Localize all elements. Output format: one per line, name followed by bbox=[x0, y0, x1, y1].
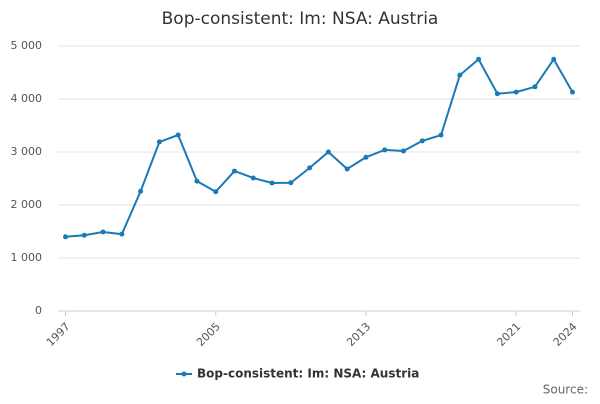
point bbox=[513, 89, 519, 95]
point bbox=[419, 138, 425, 144]
point bbox=[250, 175, 256, 181]
point bbox=[344, 166, 350, 172]
y-tick-label: 0 bbox=[35, 304, 42, 317]
point bbox=[232, 168, 238, 174]
point bbox=[288, 180, 294, 186]
point bbox=[325, 149, 331, 155]
point bbox=[63, 234, 69, 240]
legend-label: Bop-consistent: Im: NSA: Austria bbox=[197, 367, 419, 381]
y-tick-label: 5 000 bbox=[11, 39, 43, 52]
point bbox=[100, 229, 106, 235]
point bbox=[175, 132, 181, 138]
point bbox=[156, 139, 162, 145]
point bbox=[213, 189, 219, 195]
x-tick-label: 2024 bbox=[551, 320, 580, 349]
legend-marker bbox=[181, 371, 187, 377]
point bbox=[494, 91, 500, 97]
x-tick-label: 2021 bbox=[494, 320, 523, 349]
point bbox=[307, 165, 313, 171]
point bbox=[119, 231, 125, 237]
point bbox=[476, 56, 482, 62]
point bbox=[138, 188, 144, 194]
point bbox=[382, 147, 388, 153]
x-tick-label: 1997 bbox=[44, 320, 73, 349]
point bbox=[551, 56, 557, 62]
y-tick-label: 3 000 bbox=[11, 145, 43, 158]
point bbox=[81, 232, 87, 238]
chart-title: Bop-consistent: Im: NSA: Austria bbox=[162, 9, 439, 29]
point bbox=[400, 148, 406, 154]
y-tick-label: 2 000 bbox=[11, 198, 43, 211]
point bbox=[269, 180, 275, 186]
y-tick-label: 4 000 bbox=[11, 92, 43, 105]
line bbox=[65, 57, 574, 238]
point bbox=[532, 84, 538, 90]
source: Source: bbox=[543, 383, 588, 397]
point bbox=[457, 72, 463, 78]
point bbox=[194, 178, 200, 184]
y-tick-label: 1 000 bbox=[11, 251, 43, 264]
point bbox=[569, 89, 575, 95]
x-tick-label: 2013 bbox=[344, 320, 373, 349]
point bbox=[438, 132, 444, 138]
x-tick-label: 2005 bbox=[194, 320, 223, 349]
point bbox=[363, 154, 369, 160]
